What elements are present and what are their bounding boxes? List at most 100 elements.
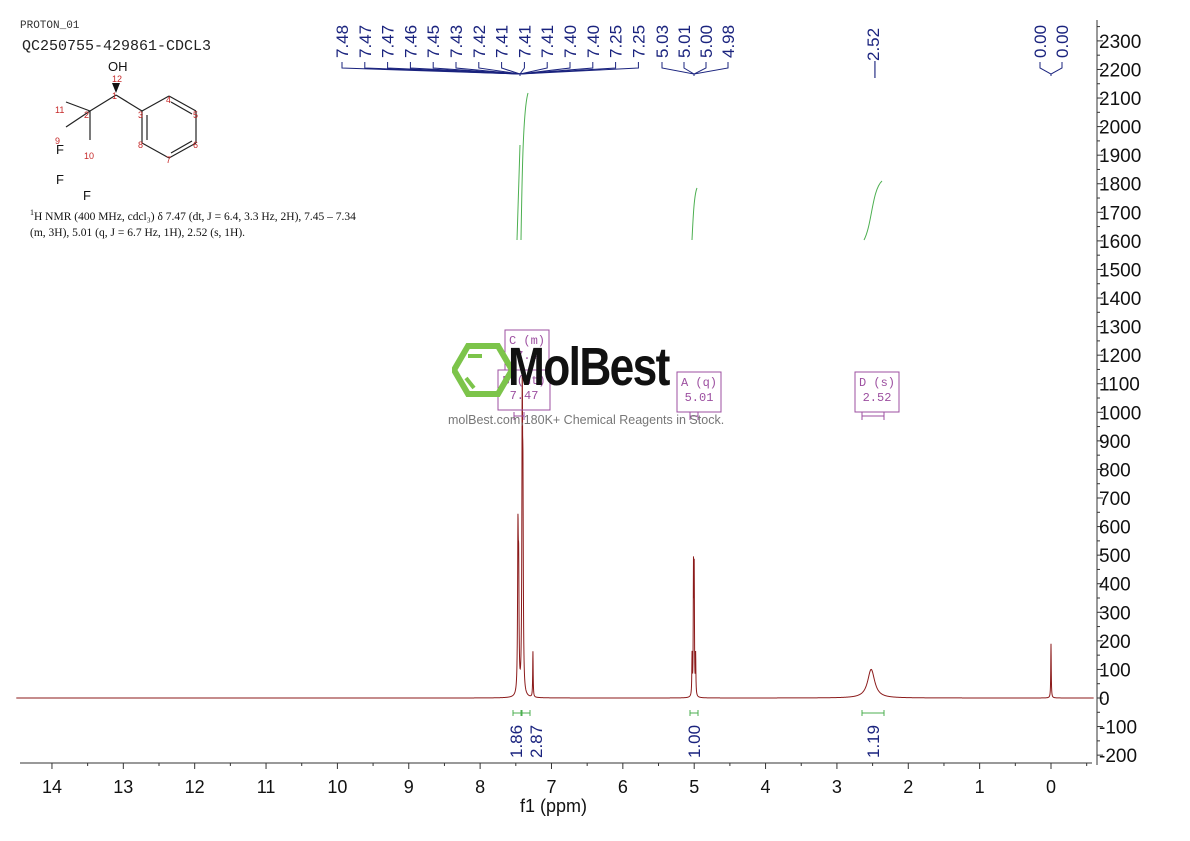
x-tick-label: 8 (475, 777, 485, 797)
y-tick-label: 500 (1099, 546, 1131, 567)
y-tick-label: 700 (1099, 489, 1131, 510)
x-tick-label: 2 (903, 777, 913, 797)
y-tick-label: 200 (1099, 632, 1131, 653)
peak-connector (661, 62, 695, 76)
atom-number: 10 (84, 151, 95, 161)
y-tick-label: 2300 (1099, 32, 1141, 53)
multiplet-d (854, 371, 900, 413)
y-tick-label: 1200 (1099, 346, 1141, 367)
peak-label: 7.43 (447, 25, 466, 58)
peak-label: 7.45 (424, 25, 443, 58)
multiplet-a (676, 371, 722, 413)
integral-value: 1.19 (864, 725, 883, 758)
atom-number: 5 (193, 110, 199, 120)
atom-number: 8 (138, 140, 144, 150)
watermark-tagline: molBest.com,180K+ Chemical Reagents in S… (448, 413, 725, 427)
molecule-structure (65, 83, 197, 159)
peak-label: 4.98 (719, 25, 738, 58)
y-tick-label: -100 (1099, 718, 1137, 739)
y-tick-label: 2200 (1099, 60, 1141, 81)
superscript: 1 (30, 208, 34, 217)
peak-label: 7.48 (333, 25, 352, 58)
integral-curve (516, 144, 521, 241)
integral-curve (520, 92, 529, 241)
y-tick-label: 400 (1099, 575, 1131, 596)
atom-number: 11 (55, 105, 65, 115)
y-tick-label: 1800 (1099, 175, 1141, 196)
multiplet-c-label: C (m) (509, 334, 545, 348)
peak-label: 0.00 (1031, 25, 1050, 58)
nmr-line-1: H NMR (400 MHz, cdcl₃) δ 7.47 (dt, J = 6… (34, 210, 356, 223)
peak-label: 5.00 (697, 25, 716, 58)
y-tick-label: 2000 (1099, 118, 1141, 139)
peak-label: 7.25 (607, 25, 626, 58)
y-tick-label: 2100 (1099, 89, 1141, 110)
fluorine-label: F (56, 142, 64, 157)
fluorine-label: F (83, 188, 91, 203)
x-tick-label: 11 (257, 777, 276, 797)
atom-number: 3 (138, 110, 144, 120)
atom-number: 9 (55, 136, 61, 146)
peak-label: 7.46 (401, 25, 420, 58)
x-tick-label: 5 (689, 777, 699, 797)
experiment-name: PROTON_01 (20, 20, 80, 32)
integral-value: 1.00 (685, 725, 704, 758)
peak-label: 7.40 (584, 25, 603, 58)
integral-value: 2.87 (527, 725, 546, 758)
integral-value: 1.86 (507, 725, 526, 758)
x-tick-label: 1 (975, 777, 985, 797)
multiplet-b-label: B (dt) (502, 374, 545, 388)
y-tick-label: -200 (1099, 746, 1137, 767)
watermark-brand: MolBest (508, 337, 670, 397)
x-tick-label: 4 (761, 777, 771, 797)
atom-number: 12 (112, 74, 123, 84)
y-tick-label: 600 (1099, 518, 1131, 539)
x-tick-label: 12 (185, 777, 205, 797)
x-tick-label: 7 (546, 777, 556, 797)
peak-label: 7.47 (379, 25, 398, 58)
oh-label: OH (108, 59, 128, 74)
y-tick-label: 900 (1099, 432, 1131, 453)
multiplet-c-value: 7.4 (516, 349, 538, 363)
multiplet-d-label: D (s) (859, 376, 895, 390)
atom-number: 4 (166, 95, 172, 105)
atom-number: 7 (166, 155, 172, 165)
integral-curve (863, 180, 883, 241)
multiplet-b-value: 7.47 (510, 389, 539, 403)
multiplet-d-value: 2.52 (863, 391, 892, 405)
fluorine-label: F (56, 172, 64, 187)
multiplet-a-value: 5.01 (685, 391, 714, 405)
peak-label: 5.03 (653, 25, 672, 58)
x-tick-label: 13 (113, 777, 133, 797)
y-tick-label: 1900 (1099, 146, 1141, 167)
integral-curve (691, 187, 698, 241)
peak-label: 7.41 (493, 25, 512, 58)
peak-label: 7.40 (561, 25, 580, 58)
peak-connector (519, 62, 617, 76)
atom-number: 2 (84, 110, 90, 120)
spectrum-trace (16, 369, 1094, 699)
x-axis-title: f1 (ppm) (520, 796, 588, 816)
x-tick-label: 14 (42, 777, 62, 797)
peak-label: 7.42 (470, 25, 489, 58)
x-tick-label: 0 (1046, 777, 1056, 797)
y-tick-label: 1400 (1099, 289, 1141, 310)
peak-label: 0.00 (1053, 25, 1072, 58)
peak-connector (1039, 62, 1052, 76)
peak-connector (1050, 62, 1063, 76)
y-tick-label: 1500 (1099, 260, 1141, 281)
y-tick-label: 100 (1099, 660, 1131, 681)
nmr-line-2: (m, 3H), 5.01 (q, J = 6.7 Hz, 1H), 2.52 … (30, 226, 246, 239)
y-tick-label: 800 (1099, 460, 1131, 481)
y-tick-label: 1100 (1099, 375, 1140, 396)
peak-label: 7.25 (629, 25, 648, 58)
nmr-description: 1H NMR (400 MHz, cdcl₃) δ 7.47 (dt, J = … (30, 205, 450, 241)
y-tick-label: 1600 (1099, 232, 1141, 253)
x-tick-label: 10 (327, 777, 347, 797)
atom-number: 6 (193, 140, 199, 150)
sample-id: QC250755-429861-CDCL3 (22, 38, 212, 55)
y-tick-label: 300 (1099, 603, 1131, 624)
y-tick-label: 1000 (1099, 403, 1141, 424)
